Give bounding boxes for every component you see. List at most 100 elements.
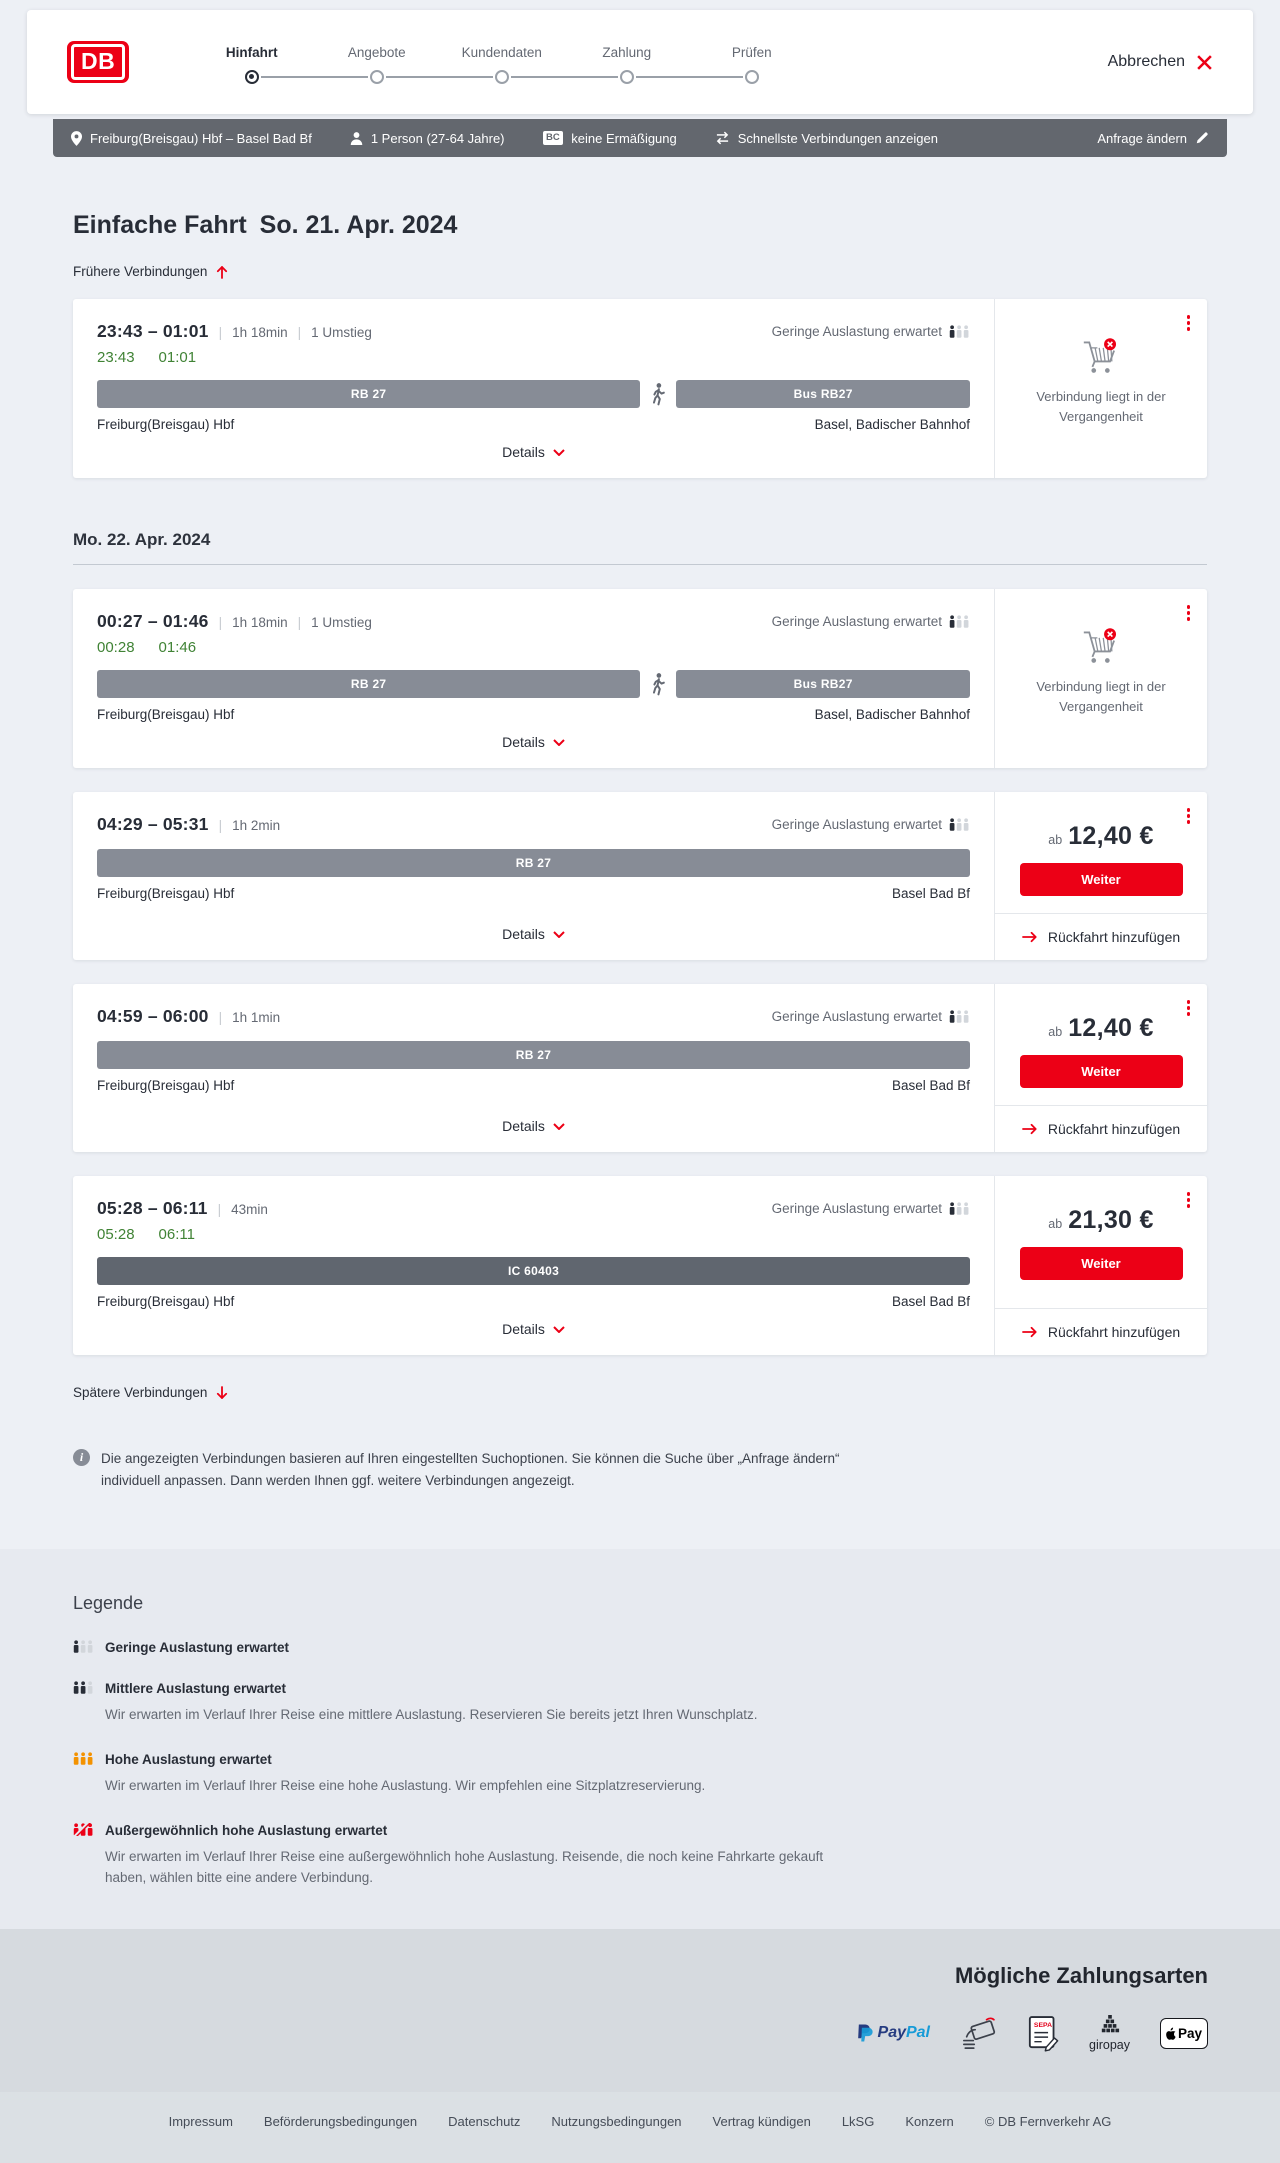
price-prefix: ab xyxy=(1048,833,1063,847)
occupancy-indicator: Geringe Auslastung erwartet xyxy=(772,324,970,339)
weiter-button[interactable]: Weiter xyxy=(1019,1247,1183,1280)
more-options-button[interactable] xyxy=(1183,1188,1195,1212)
price-row: ab 12,40 € xyxy=(1048,1014,1153,1043)
connection-duration: 1h 18min xyxy=(232,615,288,630)
paypal-text-pay: Pay xyxy=(877,2024,906,2042)
sepa-direct-debit-icon: SEPA xyxy=(1028,2016,1059,2052)
legend-section: Legende Geringe Auslastung erwartet Mitt… xyxy=(0,1549,1280,1929)
legend-item-low: Geringe Auslastung erwartet xyxy=(73,1640,1207,1655)
passenger-text: 1 Person (27-64 Jahre) xyxy=(370,130,505,146)
details-button[interactable]: Details xyxy=(498,1106,569,1140)
footer-link-lksg[interactable]: LkSG xyxy=(841,2113,875,2129)
connection-times: 04:59 – 06:00 xyxy=(97,1006,209,1026)
stations-row: Freiburg(Breisgau) Hbf Basel Bad Bf xyxy=(97,1294,970,1309)
giropay-label: giropay xyxy=(1089,2037,1130,2052)
step-dot xyxy=(369,69,384,84)
sort-option[interactable]: Schnellste Verbindungen anzeigen xyxy=(715,131,938,146)
segments-row: RB 27 Bus RB27 xyxy=(97,380,970,408)
more-options-button[interactable] xyxy=(1183,804,1195,828)
separator: | xyxy=(218,818,223,833)
cart-unavailable-icon xyxy=(1083,338,1117,373)
add-return-button[interactable]: Rückfahrt hinzufügen xyxy=(995,1308,1207,1355)
route-text: Freiburg(Breisgau) Hbf – Basel Bad Bf xyxy=(90,130,312,146)
footer-link-datenschutz[interactable]: Datenschutz xyxy=(448,2113,521,2129)
legend-item-title: Außergewöhnlich hohe Auslastung erwartet xyxy=(105,1823,388,1839)
footer-link-nutzungsbedingungen[interactable]: Nutzungsbedingungen xyxy=(551,2113,682,2129)
location-pin-icon xyxy=(71,130,82,146)
step-zahlung[interactable]: Zahlung xyxy=(510,45,689,84)
legend-texts: Mittlere Auslastung erwartet Wir erwarte… xyxy=(105,1681,758,1726)
more-options-button[interactable] xyxy=(1183,996,1195,1020)
connection-times: 04:29 – 05:31 xyxy=(97,814,209,834)
details-button[interactable]: Details xyxy=(498,1309,569,1343)
footer-link-impressum[interactable]: Impressum xyxy=(168,2113,233,2129)
step-pruefen[interactable]: Prüfen xyxy=(635,45,814,84)
realtime-arrival: 06:11 xyxy=(158,1226,195,1243)
legend-item-title: Hohe Auslastung erwartet xyxy=(105,1752,272,1768)
footer-link-konzern[interactable]: Konzern xyxy=(905,2113,954,2129)
connection-times: 00:27 – 01:46 xyxy=(97,611,209,631)
departure-station: Freiburg(Breisgau) Hbf xyxy=(97,707,235,722)
past-connection-text: Verbindung liegt in der Vergangenheit xyxy=(1036,679,1166,714)
connection-header: 00:27 – 01:46 | 1h 18min | 1 Umstieg Ger… xyxy=(97,611,970,632)
arrow-right-icon xyxy=(1021,1123,1037,1135)
arrival-station: Basel, Badischer Bahnhof xyxy=(814,417,970,432)
connection-main: 23:43 – 01:01 | 1h 18min | 1 Umstieg Ger… xyxy=(73,299,994,478)
step-label: Hinfahrt xyxy=(225,44,278,60)
change-request-button[interactable]: Anfrage ändern xyxy=(1097,131,1209,146)
occupancy-low-icon xyxy=(73,1640,93,1653)
step-dot-active xyxy=(244,69,259,84)
walk-transfer-icon xyxy=(653,382,666,405)
separator: | xyxy=(218,615,223,630)
cancel-button[interactable]: Abbrechen xyxy=(1108,53,1213,71)
earlier-connections-label: Frühere Verbindungen xyxy=(73,264,208,279)
chevron-down-icon xyxy=(553,448,565,456)
paypal-icon xyxy=(857,2024,873,2042)
occupancy-low-icon xyxy=(949,325,969,338)
step-kundendaten[interactable]: Kundendaten xyxy=(385,45,564,84)
arrival-station: Basel Bad Bf xyxy=(891,1294,970,1309)
step-dot xyxy=(744,69,759,84)
later-connections-link[interactable]: Spätere Verbindungen xyxy=(73,1385,228,1400)
realtime-row: 00:28 01:46 xyxy=(97,639,970,656)
connection-times: 23:43 – 01:01 xyxy=(97,321,209,341)
more-options-button[interactable] xyxy=(1183,311,1195,335)
arrow-down-icon xyxy=(217,1385,228,1399)
connection-times: 05:28 – 06:11 xyxy=(97,1198,208,1218)
details-button[interactable]: Details xyxy=(498,914,569,948)
price-row: ab 21,30 € xyxy=(1048,1206,1153,1235)
add-return-label: Rückfahrt hinzufügen xyxy=(1047,1324,1181,1340)
step-hinfahrt[interactable]: Hinfahrt xyxy=(189,45,314,84)
step-dot xyxy=(619,69,634,84)
legend-title: Legende xyxy=(73,1593,144,1614)
connection-header: 05:28 – 06:11 | 43min Geringe Auslastung… xyxy=(97,1198,970,1219)
connection-main: 00:27 – 01:46 | 1h 18min | 1 Umstieg Ger… xyxy=(73,589,994,768)
search-options-bar: Freiburg(Breisgau) Hbf – Basel Bad Bf 1 … xyxy=(53,119,1227,157)
more-options-button[interactable] xyxy=(1183,601,1195,625)
segments-row: RB 27 xyxy=(97,1041,970,1069)
separator: | xyxy=(297,325,302,340)
footer-link-vertrag-kuendigen[interactable]: Vertrag kündigen xyxy=(712,2113,811,2129)
price-value: 21,30 € xyxy=(1068,1206,1154,1234)
add-return-button[interactable]: Rückfahrt hinzufügen xyxy=(995,1105,1207,1152)
details-button[interactable]: Details xyxy=(498,722,569,756)
weiter-button[interactable]: Weiter xyxy=(1019,1055,1183,1088)
details-button[interactable]: Details xyxy=(498,432,569,466)
add-return-button[interactable]: Rückfahrt hinzufügen xyxy=(995,913,1207,960)
legend-item-description: Wir erwarten im Verlauf Ihrer Reise eine… xyxy=(105,1778,706,1794)
departure-station: Freiburg(Breisgau) Hbf xyxy=(97,417,235,432)
connection-changes: 1 Umstieg xyxy=(311,325,372,340)
occupancy-low-icon xyxy=(949,1202,969,1215)
earlier-connections-link[interactable]: Frühere Verbindungen xyxy=(73,264,228,279)
cart-unavailable-icon xyxy=(1083,628,1117,663)
weiter-button[interactable]: Weiter xyxy=(1019,863,1183,896)
footer-link-befoerderungsbedingungen[interactable]: Beförderungsbedingungen xyxy=(263,2113,418,2129)
connection-changes: 1 Umstieg xyxy=(311,615,372,630)
occupancy-indicator: Geringe Auslastung erwartet xyxy=(772,817,970,832)
legend-texts: Hohe Auslastung erwartet Wir erwarten im… xyxy=(105,1752,705,1797)
connection-side-panel: Verbindung liegt in der Vergangenheit xyxy=(994,589,1207,768)
occupancy-exceptional-icon xyxy=(73,1823,93,1837)
occupancy-high-icon xyxy=(73,1752,93,1765)
step-angebote[interactable]: Angebote xyxy=(260,45,439,84)
occupancy-text: Geringe Auslastung erwartet xyxy=(771,817,942,832)
